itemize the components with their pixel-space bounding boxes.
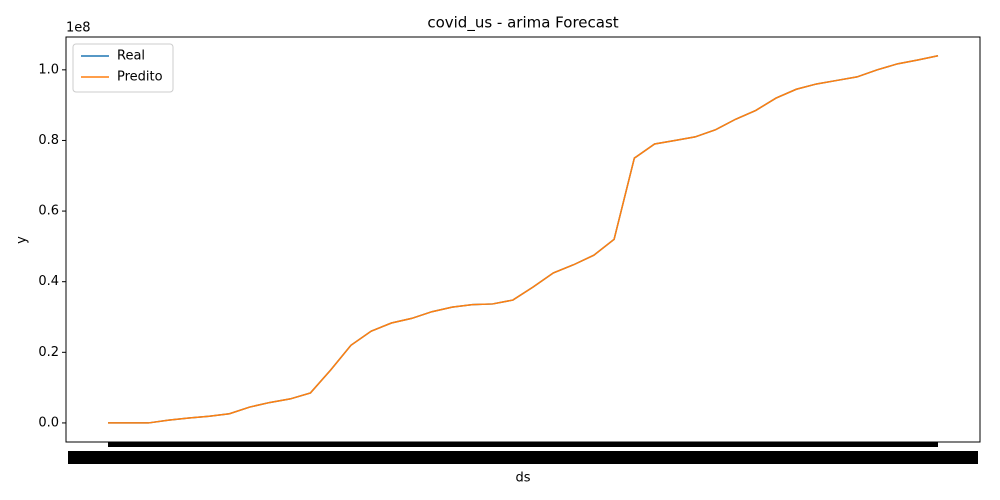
y-tick-label: 0.4 <box>38 274 59 289</box>
x-label-band <box>68 451 978 464</box>
x-tick-band <box>108 442 938 447</box>
y-tick-label: 0.2 <box>38 345 59 360</box>
y-tick-label: 0.8 <box>38 133 59 148</box>
line-series <box>108 54 939 424</box>
line-series <box>108 54 939 424</box>
legend-label: Real <box>117 49 145 64</box>
y-tick-label: 0.6 <box>38 204 59 219</box>
chart-title: covid_us - arima Forecast <box>427 14 618 33</box>
x-axis-label: ds <box>515 471 530 486</box>
y-tick-label: 0.0 <box>38 415 59 430</box>
y-tick-label: 1.0 <box>38 62 59 77</box>
plot-frame <box>65 36 981 443</box>
y-offset: 1e8 <box>66 21 91 36</box>
legend-label: Predito <box>117 70 163 85</box>
y-axis-label: y <box>15 236 30 244</box>
